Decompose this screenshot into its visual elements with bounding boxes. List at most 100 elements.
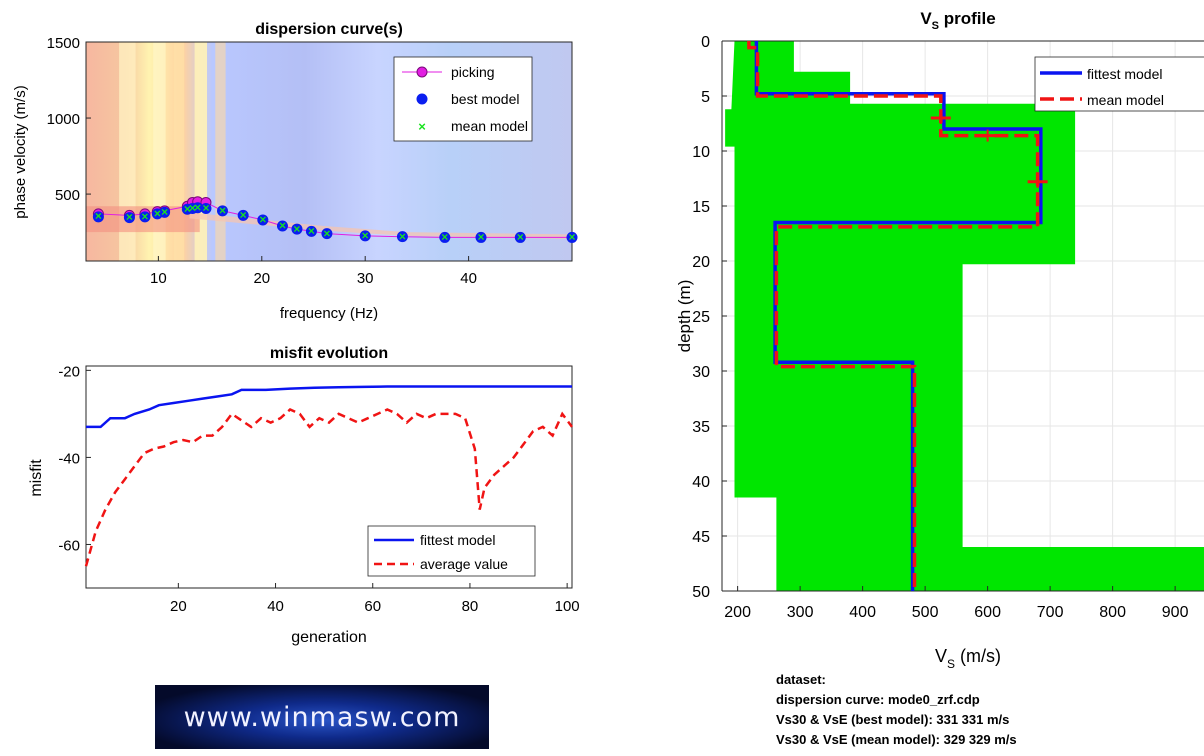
mean-model-point: × <box>194 200 201 214</box>
legend-picking-label: picking <box>451 64 495 80</box>
mean-model-point: × <box>362 229 369 243</box>
average-value-line <box>84 408 574 567</box>
misfit-xtick-label: 80 <box>462 598 479 615</box>
fittest-model-line <box>86 385 572 429</box>
vs-ticks: 200 300 400 500 600 700 800 900 0 5 10 15 20 25 30 35 40… <box>692 34 1188 621</box>
legend-mean-marker: × <box>418 119 426 134</box>
mean-model-point: × <box>517 230 524 244</box>
vs-legend: fittest model mean model <box>1034 56 1204 112</box>
misfit-ytick-label: -60 <box>58 537 80 554</box>
vs-title-sub: S <box>932 20 939 32</box>
legend-average-label: average value <box>420 556 508 572</box>
misfit-ytick-label: -20 <box>58 363 80 380</box>
mean-model-point: × <box>141 210 148 224</box>
misfit-ylabel: misfit <box>28 459 45 497</box>
dispersion-ticks: 10 20 30 40 500 1000 1500 <box>47 35 477 287</box>
vs-title-rest: profile <box>939 9 996 28</box>
dispersion-ytick-label: 1500 <box>47 35 80 52</box>
best-model-point <box>139 211 151 223</box>
mean-model-point: × <box>293 222 300 236</box>
best-model-point <box>514 231 526 243</box>
mean-model-point: × <box>95 209 102 223</box>
dispersion-ytick-label: 1000 <box>47 111 80 128</box>
info-dispersion-curve: dispersion curve: mode0_zrf.cdp <box>776 692 980 707</box>
dispersion-title: dispersion curve(s) <box>255 21 403 38</box>
dispersion-ytick-label: 500 <box>55 187 80 204</box>
vs-title-main: V <box>920 9 932 28</box>
vs-xlabel-main: V <box>935 646 947 666</box>
dispersion-xtick-label: 40 <box>460 270 477 287</box>
vs-xtick-label: 700 <box>1037 604 1064 621</box>
best-model-point <box>475 231 487 243</box>
vs-ytick-label: 25 <box>692 309 710 326</box>
vs-xtick-label: 400 <box>849 604 876 621</box>
vs-legend-box <box>1034 56 1204 112</box>
spectrum-band-4 <box>215 42 226 261</box>
vs-ytick-label: 20 <box>692 254 710 271</box>
misfit-legend: fittest model average value <box>367 525 536 577</box>
legend-best-marker <box>416 93 428 105</box>
vs-ytick-label: 30 <box>692 364 710 381</box>
vs-profile-chart: 200 300 400 500 600 700 800 900 0 5 10 15 20 25 30 35 40… <box>675 9 1204 671</box>
dispersion-xtick-label: 30 <box>357 270 374 287</box>
legend-vs-fittest-label: fittest model <box>1087 66 1162 82</box>
dispersion-marks: × × × × × ××× × × × × × × × × × × × × × × <box>92 196 578 244</box>
mean-model-point: × <box>477 230 484 244</box>
mean-model-point: × <box>259 213 266 227</box>
misfit-xtick-label: 100 <box>555 598 580 615</box>
vs-xtick-label: 900 <box>1162 604 1189 621</box>
vs-xtick-label: 300 <box>787 604 814 621</box>
vs-uncertainty-polygon <box>725 41 1204 591</box>
best-model-point <box>276 220 288 232</box>
vs-ytick-label: 45 <box>692 529 710 546</box>
vs-ytick-label: 50 <box>692 584 710 601</box>
vs-title: VS profile <box>920 9 995 32</box>
best-model-point <box>396 231 408 243</box>
dataset-info: dataset: dispersion curve: mode0_zrf.cdp… <box>776 670 1017 750</box>
vs-ytick-label: 35 <box>692 419 710 436</box>
vs-fittest-model-line <box>754 41 1043 591</box>
mean-model-point: × <box>279 219 286 233</box>
mean-model-point: × <box>189 201 196 215</box>
legend-fittest-label: fittest model <box>420 532 495 548</box>
mean-model-point: × <box>154 207 161 221</box>
best-model-point <box>200 203 212 215</box>
vs-uncertainty-area <box>725 41 1204 591</box>
legend-vs-mean-label: mean model <box>1087 92 1164 108</box>
legend-picking-marker <box>416 66 428 78</box>
mean-model-point: × <box>126 210 133 224</box>
mean-model-point: × <box>308 224 315 238</box>
mean-model-point: × <box>323 226 330 240</box>
best-model-point <box>439 231 451 243</box>
mean-model-point: × <box>399 229 406 243</box>
vs-xlabel: VS (m/s) <box>935 646 1001 671</box>
info-vs30-best: Vs30 & VsE (best model): 331 331 m/s <box>776 712 1010 727</box>
legend-best-label: best model <box>451 91 519 107</box>
dispersion-axes-box <box>85 41 573 262</box>
best-model-point <box>566 231 578 243</box>
mean-model-point: × <box>240 208 247 222</box>
mean-model-point: × <box>219 204 226 218</box>
vs-ytick-label: 5 <box>701 89 710 106</box>
misfit-xtick-label: 60 <box>364 598 381 615</box>
best-model-point <box>359 230 371 242</box>
vs-xtick-label: 500 <box>912 604 939 621</box>
legend-mean-label: mean model <box>451 118 528 134</box>
best-model-point <box>159 206 171 218</box>
mean-model-point: × <box>202 201 209 215</box>
vs-ytick-label: 0 <box>701 34 710 51</box>
winmasw-logo[interactable]: www.winmasw.com <box>155 685 489 749</box>
misfit-title: misfit evolution <box>270 345 388 362</box>
dispersion-ylabel: phase velocity (m/s) <box>12 85 29 218</box>
misfit-ytick-label: -40 <box>58 450 80 467</box>
vs-ytick-label: 10 <box>692 144 710 161</box>
best-model-point <box>321 228 333 240</box>
vs-xtick-label: 800 <box>1099 604 1126 621</box>
vs-xtick-label: 200 <box>724 604 751 621</box>
misfit-xtick-label: 40 <box>267 598 284 615</box>
best-model-point <box>237 209 249 221</box>
misfit-chart: misfit evolution generation misfit 20 40 6… <box>28 345 580 646</box>
vs-ytick-label: 40 <box>692 474 710 491</box>
mean-model-point: × <box>161 205 168 219</box>
